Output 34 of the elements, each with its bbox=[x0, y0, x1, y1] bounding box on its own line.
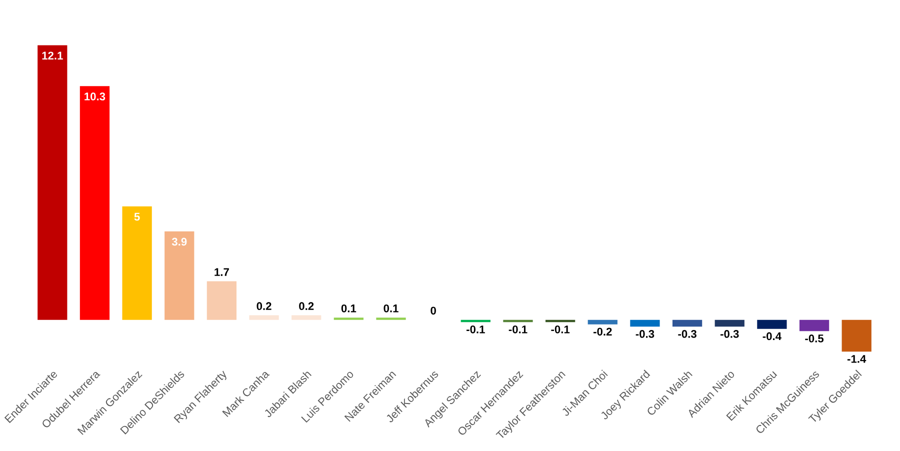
data-label: -0.3 bbox=[678, 330, 696, 338]
bar bbox=[588, 320, 618, 324]
bar bbox=[122, 206, 152, 320]
bar bbox=[38, 45, 68, 320]
data-label: 10.3 bbox=[84, 92, 106, 100]
data-label: -0.1 bbox=[551, 325, 570, 334]
data-label: 0.1 bbox=[341, 304, 356, 312]
data-label: -0.2 bbox=[594, 328, 612, 336]
data-label: -0.3 bbox=[636, 330, 654, 338]
bar bbox=[249, 315, 279, 320]
bar bbox=[757, 320, 787, 329]
bar bbox=[672, 320, 702, 327]
data-label: -1.4 bbox=[847, 355, 866, 363]
data-label: 0.2 bbox=[256, 302, 272, 310]
bar bbox=[164, 231, 194, 320]
data-label: 1.7 bbox=[214, 268, 229, 276]
bar bbox=[842, 320, 872, 352]
data-label: 0.1 bbox=[384, 304, 398, 312]
data-label: 5 bbox=[134, 212, 140, 221]
data-label: -0.5 bbox=[805, 334, 824, 342]
data-label: -0.1 bbox=[466, 325, 485, 334]
bar bbox=[206, 281, 237, 320]
data-label: 0.2 bbox=[299, 302, 314, 310]
bar bbox=[80, 86, 110, 320]
data-label: 3.9 bbox=[172, 238, 187, 246]
bar bbox=[799, 320, 830, 332]
data-label: -0.4 bbox=[762, 332, 782, 340]
bar bbox=[292, 315, 322, 320]
data-label: -0.3 bbox=[720, 330, 739, 338]
data-label: -0.1 bbox=[508, 325, 528, 334]
bar bbox=[630, 320, 660, 327]
bar bbox=[714, 320, 744, 327]
data-label: 0 bbox=[430, 306, 436, 315]
data-label: 12.1 bbox=[42, 52, 63, 60]
